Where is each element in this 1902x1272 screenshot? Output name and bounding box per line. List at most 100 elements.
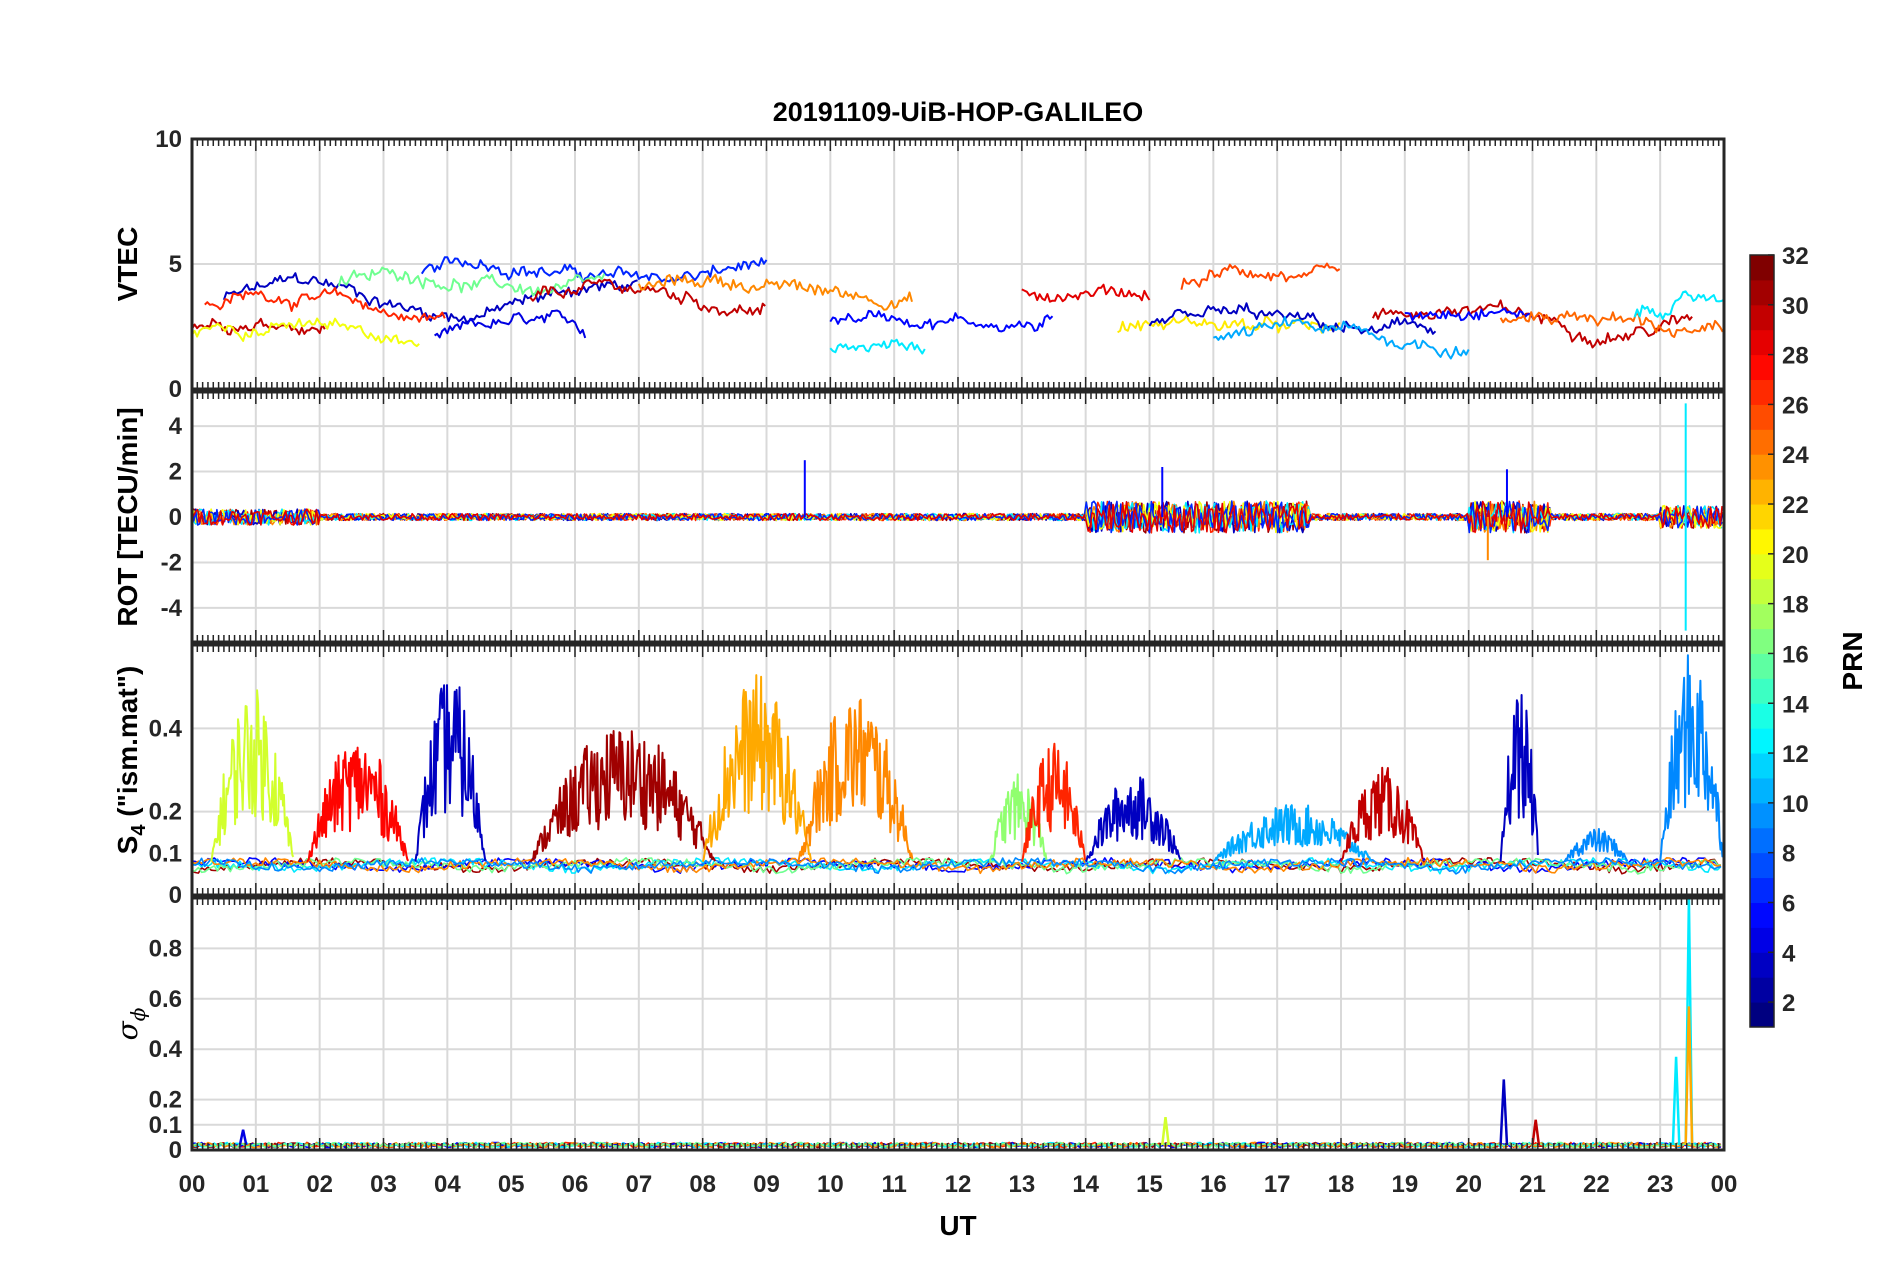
- vtec-series-prn-5: [829, 309, 1054, 333]
- colorbar-segment: [1750, 1002, 1774, 1028]
- s4-burst-prn-28: [306, 746, 410, 863]
- colorbar-tick-label: 2: [1782, 990, 1795, 1017]
- y-tick-label: 0.2: [149, 1087, 182, 1114]
- y-axis-label: VTEC: [112, 227, 143, 302]
- vtec-series-prn-30: [192, 317, 326, 336]
- sigma-spike: [1531, 1119, 1541, 1146]
- x-tick-label: 22: [1583, 1171, 1610, 1198]
- s4-burst-prn-9: [1563, 828, 1629, 863]
- vtec-series-prn-26: [1180, 262, 1341, 290]
- s4-burst-prn-10: [1212, 804, 1373, 863]
- colorbar-segment: [1750, 329, 1774, 356]
- colorbar-segment: [1750, 528, 1774, 555]
- y-axis-label: S4 ("ism.mat"): [112, 666, 150, 855]
- colorbar-segment: [1750, 703, 1774, 729]
- s4-baseline-prn-9: [192, 856, 1721, 875]
- s4-burst-prn-23: [701, 674, 812, 863]
- y-tick-label: -2: [161, 549, 182, 576]
- colorbar-segment: [1750, 802, 1774, 829]
- panel-sigma_phi: 00.10.2 0.4 0.6 0.8 σϕ: [111, 896, 1726, 1164]
- vtec-series-prn-12: [829, 338, 926, 355]
- colorbar-segment: [1750, 952, 1774, 978]
- chart-title: 20191109-UiB-HOP-GALILEO: [773, 97, 1144, 127]
- colorbar-tick-label: 4: [1782, 940, 1796, 967]
- colorbar-segment: [1750, 902, 1774, 928]
- x-tick-label: 15: [1136, 1171, 1163, 1198]
- s4-burst-prn-3: [1499, 694, 1539, 862]
- y-axis-label: ROT [TECU/min]: [112, 407, 143, 626]
- s4-burst-prn-30: [1340, 766, 1424, 863]
- y-tick-label: 0.8: [149, 935, 182, 962]
- s4-burst-prn-31: [529, 730, 716, 863]
- s4-burst-prn-9: [1659, 654, 1724, 862]
- x-tick-label: 13: [1008, 1171, 1035, 1198]
- y-axis-label: σϕ: [111, 1007, 150, 1040]
- vtec-series-prn-5: [1404, 307, 1534, 322]
- colorbar-tick-label: 8: [1782, 841, 1795, 868]
- vtec-series-prn-4: [434, 309, 587, 339]
- x-tick-label: 12: [945, 1171, 972, 1198]
- colorbar-tick-label: 18: [1782, 592, 1809, 619]
- colorbar-segment: [1750, 653, 1774, 679]
- x-tick-label: 07: [625, 1171, 652, 1198]
- colorbar-segment: [1750, 728, 1774, 754]
- colorbar-segment: [1750, 304, 1774, 331]
- panel-vtec: 0 5 10 VTEC: [112, 126, 1726, 403]
- x-tick-label: 19: [1391, 1171, 1418, 1198]
- colorbar-tick-label: 10: [1782, 791, 1809, 818]
- s4-baseline-prn-16: [192, 856, 1721, 875]
- x-tick-label: 21: [1519, 1171, 1546, 1198]
- x-tick-label: 01: [242, 1171, 269, 1198]
- colorbar-tick-label: 28: [1782, 343, 1809, 370]
- colorbar-segment: [1750, 827, 1774, 854]
- s4-burst-prn-19: [210, 689, 295, 862]
- y-tick-label: 0.4: [149, 1036, 183, 1063]
- colorbar-segment: [1750, 977, 1774, 1003]
- vtec-series-prn-16: [337, 266, 606, 297]
- colorbar-segment: [1750, 255, 1774, 281]
- y-tick-label: 0: [169, 882, 182, 909]
- colorbar-tick-label: 22: [1782, 492, 1809, 519]
- colorbar-tick-label: 32: [1782, 243, 1809, 270]
- s4-baseline-prn-24: [192, 856, 1722, 875]
- series-group: [192, 654, 1724, 875]
- colorbar-tick-label: 26: [1782, 392, 1809, 419]
- x-tick-label: 20: [1455, 1171, 1482, 1198]
- vtec-series-prn-3: [1148, 302, 1437, 335]
- colorbar-segment: [1750, 279, 1774, 306]
- sigma-spike: [1499, 1079, 1509, 1146]
- x-tick-label: 09: [753, 1171, 780, 1198]
- colorbar-segment: [1750, 852, 1774, 879]
- y-tick-label: 5: [169, 251, 182, 278]
- colorbar-segment: [1750, 429, 1774, 455]
- vtec-series-prn-3: [222, 272, 638, 324]
- vtec-series-prn-6: [420, 256, 768, 284]
- s4-burst-prn-3: [414, 684, 487, 862]
- y-tick-label: 2: [169, 459, 182, 486]
- colorbar-tick-label: 20: [1782, 542, 1809, 569]
- x-tick-label: 11: [881, 1171, 906, 1198]
- y-tick-label: 0: [169, 504, 182, 531]
- x-tick-label: 17: [1264, 1171, 1291, 1198]
- y-tick-label: 0: [169, 1137, 182, 1164]
- vtec-series-prn-12: [1633, 290, 1724, 320]
- rot-series-prn-29: [192, 500, 1723, 534]
- x-tick-label: 16: [1200, 1171, 1227, 1198]
- colorbar-tick-label: 24: [1782, 442, 1809, 469]
- y-tick-label: 10: [155, 126, 182, 153]
- vtec-series-prn-24: [637, 273, 913, 311]
- colorbar-segment: [1750, 379, 1774, 405]
- x-tick-label: 00: [1711, 1171, 1738, 1198]
- x-axis-label: UT: [939, 1210, 976, 1241]
- colorbar-segment: [1750, 603, 1774, 630]
- sigma-spike: [1684, 1006, 1694, 1146]
- colorbar-segment: [1750, 553, 1774, 580]
- colorbar-segment: [1750, 628, 1774, 654]
- sigma-spike: [238, 1129, 248, 1146]
- x-tick-label: 02: [306, 1171, 333, 1198]
- colorbar-tick-label: 16: [1782, 641, 1809, 668]
- vtec-series-prn-25: [1499, 310, 1724, 338]
- colorbar-segment: [1750, 678, 1774, 704]
